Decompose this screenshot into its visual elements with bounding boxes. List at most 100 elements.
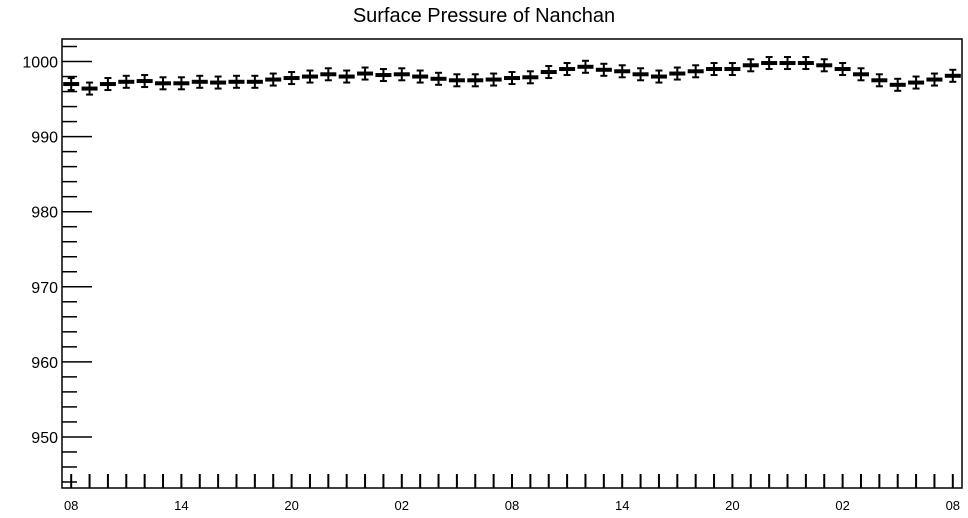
y-tick-label: 1000 [22,55,58,72]
point-marker [118,79,135,84]
data-point [687,64,704,79]
point-marker [448,78,465,83]
data-point [761,56,778,71]
data-point [375,68,392,83]
point-marker [889,82,906,87]
data-point [889,77,906,92]
data-point [191,74,208,89]
data-point [595,62,612,77]
x-tick-label: 08 [505,498,519,513]
point-marker [724,67,741,72]
point-marker [265,77,282,82]
point-marker [301,74,318,79]
point-marker [155,81,172,86]
point-marker [191,79,208,84]
point-marker [173,81,190,86]
x-tick-label: 08 [946,498,960,513]
point-marker [908,80,925,85]
data-point [669,66,686,81]
data-point [81,81,98,96]
chart-title: Surface Pressure of Nanchan [352,5,616,27]
point-marker [375,73,392,78]
point-marker [595,67,612,72]
data-point [173,76,190,91]
point-marker [63,82,80,87]
x-tick-label: 20 [284,498,298,513]
data-point [632,67,649,82]
point-marker [669,71,686,76]
point-marker [650,74,667,79]
data-point [540,65,557,80]
data-point [210,75,227,90]
point-marker [577,64,594,69]
y-tick-label: 950 [31,430,58,447]
data-point [485,72,502,87]
point-marker [761,61,778,66]
data-point [852,67,869,82]
point-marker [99,82,116,87]
point-marker [926,77,943,82]
point-marker [210,80,227,85]
point-marker [559,67,576,72]
point-marker [467,78,484,83]
point-marker [687,69,704,74]
point-marker [338,74,355,79]
data-point [908,75,925,90]
point-marker [540,70,557,75]
point-marker [504,76,520,81]
y-axis: 950 960 970 980 990 1000 [22,45,92,483]
x-axis: 08 14 20 02 08 14 20 02 08 [64,474,960,513]
point-marker [852,72,869,77]
data-point [393,67,410,82]
plot-frame [61,38,963,489]
point-marker [779,61,796,66]
data-point [155,76,172,91]
y-tick-label: 990 [31,130,58,147]
point-marker [320,72,337,77]
point-marker [632,72,649,77]
data-point [118,74,135,89]
data-point [283,71,300,86]
point-marker [522,75,539,80]
data-point [614,64,631,79]
point-marker [357,71,374,76]
point-marker [871,78,888,83]
data-point [467,73,484,88]
point-marker [228,79,245,84]
data-point [577,59,594,74]
point-marker [412,74,429,79]
point-marker [614,69,631,74]
point-marker [430,76,447,81]
data-point [63,77,80,92]
point-marker [944,73,961,78]
point-marker [797,61,814,66]
x-tick-label: 02 [395,498,409,513]
data-point [246,74,263,89]
data-point [448,73,465,88]
data-point [522,70,539,85]
data-point [834,62,851,77]
data-point [797,56,814,71]
data-point [816,58,833,73]
data-point [136,74,153,89]
point-marker [81,86,98,91]
data-point [301,69,318,84]
data-point [650,69,667,84]
x-tick-label: 14 [615,498,629,513]
x-tick-label: 02 [835,498,849,513]
data-point [926,72,943,87]
data-point [430,71,447,86]
point-marker [485,77,502,82]
data-point [706,62,723,77]
data-point [504,71,520,86]
data-point [99,77,116,92]
point-marker [742,63,759,68]
x-tick-label: 20 [725,498,739,513]
point-marker [246,79,263,84]
data-point [559,62,576,77]
point-marker [393,72,410,77]
data-point [357,66,374,81]
point-marker [136,79,153,84]
data-point [742,58,759,73]
point-marker [816,63,833,68]
